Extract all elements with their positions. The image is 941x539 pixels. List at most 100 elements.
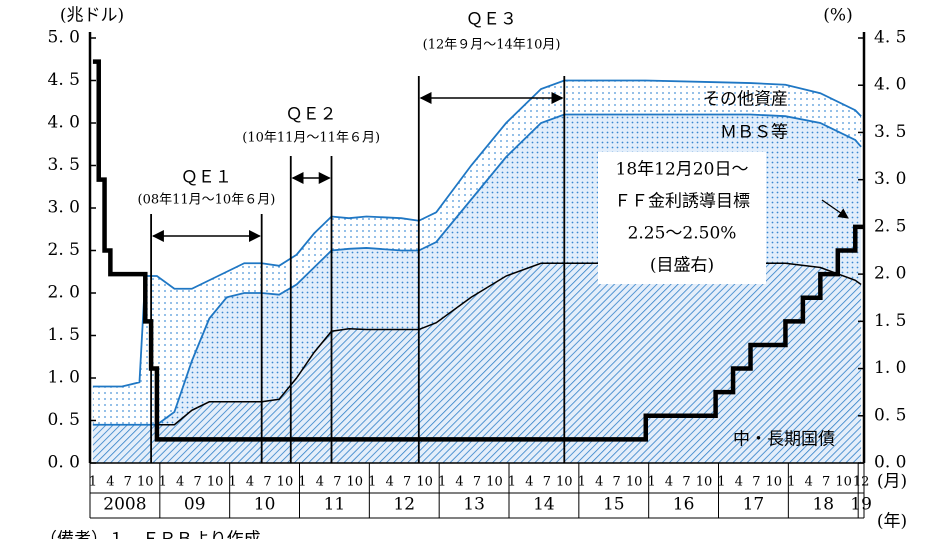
- x-tick-label: 1: [228, 475, 236, 490]
- x-tick-label: 7: [473, 475, 481, 490]
- x-tick-label: 4: [316, 475, 324, 490]
- x-tick-label: 1: [647, 475, 655, 490]
- area: [92, 263, 862, 463]
- x-tick-label: 1: [508, 475, 516, 490]
- y2-tick-label: 3. 5: [874, 122, 906, 142]
- x-tick-label: 7: [682, 475, 690, 490]
- y-tick-label: 3. 5: [48, 155, 80, 175]
- x-tick-label: 7: [543, 475, 551, 490]
- x-tick-label: 12: [853, 475, 870, 490]
- x-tick-label: 1: [717, 475, 725, 490]
- x-tick-label: 4: [805, 475, 813, 490]
- note: （備考）１．ＦＲＢより作成。: [40, 530, 278, 539]
- qe-period: (10年11月～11年６月): [242, 131, 380, 146]
- x-tick-label: 1: [89, 475, 97, 490]
- x-tick-label: 4: [176, 475, 184, 490]
- area: [92, 80, 862, 425]
- y2-tick-label: 2. 5: [874, 216, 906, 236]
- series-label: その他資産: [703, 90, 788, 110]
- ff-annotation: 18年12月20日～: [616, 160, 749, 180]
- year-label: 2008: [103, 495, 146, 515]
- x-tick-label: 10: [347, 475, 364, 490]
- x-tick-label: 4: [455, 475, 463, 490]
- y-tick-label: 4. 0: [48, 113, 80, 133]
- x-tick-label: 7: [403, 475, 411, 490]
- x-tick-label: 10: [626, 475, 643, 490]
- x-tick-label: 4: [525, 475, 533, 490]
- y-tick-label: 3. 0: [48, 198, 80, 218]
- x-tick-label: 10: [137, 475, 154, 490]
- year-label: 13: [463, 495, 485, 515]
- y-tick-label: 1. 5: [48, 325, 80, 345]
- ff-annotation: 2.25～2.50%: [628, 224, 737, 244]
- qe-name: ＱＥ３: [466, 10, 517, 30]
- qe-name: ＱＥ１: [181, 168, 232, 188]
- x-tick-label: 7: [822, 475, 830, 490]
- y-tick-label: 2. 5: [48, 240, 80, 260]
- y-tick-label: 0. 5: [48, 410, 80, 430]
- year-label: 10: [254, 495, 276, 515]
- ff-annotation: (目盛右): [650, 256, 714, 276]
- x-tick-label: 10: [416, 475, 433, 490]
- y-tick-label: 5. 0: [48, 28, 80, 48]
- qe-name: ＱＥ２: [286, 105, 337, 125]
- x-tick-label: 4: [665, 475, 673, 490]
- x-tick-label: 10: [277, 475, 294, 490]
- y2-tick-label: 3. 0: [874, 169, 906, 189]
- x-tick-label: 1: [368, 475, 376, 490]
- x-tick-label: 1: [438, 475, 446, 490]
- series-label: ＭＢＳ等: [720, 123, 788, 143]
- year-label: 14: [533, 495, 555, 515]
- x-tick-label: 1: [159, 475, 167, 490]
- y2-tick-label: 2. 0: [874, 264, 906, 284]
- year-label: 12: [393, 495, 415, 515]
- x-tick-label: 1: [578, 475, 586, 490]
- year-label: 18: [812, 495, 834, 515]
- y2-tick-label: 0. 5: [874, 405, 906, 425]
- x-tick-label: 7: [194, 475, 202, 490]
- year-label: 17: [743, 495, 765, 515]
- x-tick-label: 4: [106, 475, 114, 490]
- x-tick-label: 7: [124, 475, 132, 490]
- x-tick-label: 4: [595, 475, 603, 490]
- x-tick-label: 10: [766, 475, 783, 490]
- x-tick-label: 1: [298, 475, 306, 490]
- month-unit: (月): [877, 472, 907, 492]
- y-tick-label: 1. 0: [48, 368, 80, 388]
- x-tick-label: 10: [835, 475, 852, 490]
- x-tick-label: 1: [787, 475, 795, 490]
- x-tick-label: 10: [696, 475, 713, 490]
- year-unit: (年): [877, 512, 907, 532]
- x-tick-label: 7: [752, 475, 760, 490]
- y-tick-label: 4. 5: [48, 70, 80, 90]
- y2-tick-label: 1. 0: [874, 358, 906, 378]
- year-label: 09: [184, 495, 206, 515]
- year-label: 11: [324, 495, 346, 515]
- qe-period: (08年11月～10年６月): [138, 193, 276, 208]
- y2-tick-label: 1. 5: [874, 311, 906, 331]
- y2-tick-label: 4. 5: [874, 28, 906, 48]
- series-line: [92, 113, 862, 426]
- annotation-box: [598, 152, 766, 284]
- x-tick-label: 10: [486, 475, 503, 490]
- left-unit: (兆ドル): [60, 6, 124, 26]
- x-tick-label: 7: [613, 475, 621, 490]
- y2-tick-label: 0. 0: [874, 453, 906, 473]
- qe-period: (12年９月～14年10月): [423, 38, 561, 53]
- right-unit: (%): [823, 6, 852, 26]
- x-tick-label: 4: [246, 475, 254, 490]
- x-tick-label: 10: [207, 475, 224, 490]
- x-tick-label: 4: [386, 475, 394, 490]
- series-line: [92, 79, 862, 388]
- series-label: 中・長期国債: [733, 430, 835, 450]
- x-tick-label: 7: [263, 475, 271, 490]
- year-label: 15: [603, 495, 625, 515]
- x-tick-label: 4: [735, 475, 743, 490]
- ff-annotation: ＦＦ金利誘導目標: [614, 192, 750, 212]
- x-tick-label: 10: [556, 475, 573, 490]
- year-label: 19: [850, 495, 872, 515]
- y-tick-label: 0. 0: [48, 453, 80, 473]
- y-tick-label: 2. 0: [48, 283, 80, 303]
- ff-pointer: [821, 199, 849, 219]
- y2-tick-label: 4. 0: [874, 75, 906, 95]
